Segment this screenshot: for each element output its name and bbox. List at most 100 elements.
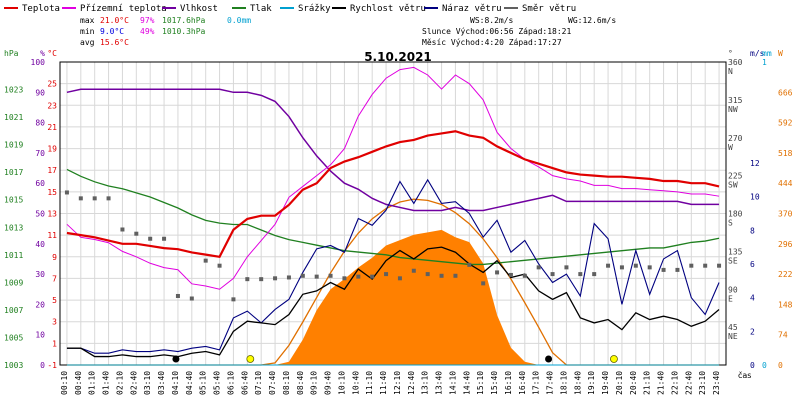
x-tick-label: 06:40: [240, 371, 249, 395]
wind-direction-point: [175, 293, 180, 298]
stat-max-hum: 97%: [140, 16, 155, 25]
tick-deg: 315: [728, 96, 743, 105]
tick-dir-deg: E: [728, 294, 733, 303]
x-tick-label: 08:10: [282, 371, 291, 395]
tick-dir-deg: SW: [728, 181, 738, 190]
wind-direction-point: [106, 196, 111, 201]
x-tick-label: 18:40: [573, 371, 582, 395]
legend-label: Srážky: [298, 4, 331, 14]
tick-hpa: 1023: [4, 86, 23, 95]
wind-direction-point: [259, 277, 264, 282]
x-tick-label: 03:40: [157, 371, 166, 395]
wind-direction-point: [495, 270, 500, 275]
wind-direction-point: [411, 268, 416, 273]
tick-w: 222: [778, 270, 793, 279]
wind-direction-point: [64, 190, 69, 195]
moonset-marker-icon: [545, 355, 553, 363]
tick-c: 5: [52, 296, 57, 305]
tick-mm: 1: [762, 58, 767, 67]
tick-hpa: 1011: [4, 251, 23, 260]
stat-sun: Slunce Východ:06:56 Západ:18:21: [422, 27, 571, 36]
tick-pct: 50: [35, 210, 45, 219]
tick-dir-deg: N: [728, 67, 733, 76]
wind-direction-point: [231, 297, 236, 302]
x-tick-label: 07:10: [254, 371, 263, 395]
wind-direction-point: [189, 296, 194, 301]
tick-hpa: 1015: [4, 196, 23, 205]
stat-moon: Měsíc Východ:4:20 Západ:17:27: [422, 38, 562, 47]
wind-direction-point: [522, 273, 527, 278]
x-tick-label: 23:40: [712, 371, 721, 395]
tick-hpa: 1007: [4, 306, 23, 315]
stat-min-temp: 9.0°C: [100, 27, 124, 36]
x-tick-label: 18:10: [559, 371, 568, 395]
tick-c: 25: [47, 80, 57, 89]
moonrise-marker-icon: [172, 355, 180, 363]
tick-ms: 2: [750, 327, 755, 336]
tick-c: 23: [47, 101, 57, 110]
x-tick-label: 00:40: [74, 371, 83, 395]
x-tick-label: 16:40: [518, 371, 527, 395]
stat-max-press: 1017.6hPa: [162, 16, 206, 25]
tick-ms: 6: [750, 260, 755, 269]
x-tick-label: 01:10: [88, 371, 97, 395]
wind-direction-point: [536, 265, 541, 270]
tick-c: 17: [47, 166, 57, 175]
wind-direction-point: [148, 236, 153, 241]
tick-dir-deg: NE: [728, 332, 738, 341]
tick-c: 21: [47, 123, 57, 132]
x-tick-label: 22:40: [684, 371, 693, 395]
x-tick-label: 02:10: [115, 371, 124, 395]
wind-direction-point: [92, 196, 97, 201]
wind-direction-point: [286, 275, 291, 280]
tick-pct: 20: [35, 300, 45, 309]
axis-label-deg: °: [728, 49, 733, 58]
x-tick-label: 16:10: [504, 371, 513, 395]
axis-label-mm: mm: [762, 49, 772, 58]
x-tick-label: 14:40: [462, 371, 471, 395]
x-tick-label: 05:40: [213, 371, 222, 395]
x-tick-label: 15:40: [490, 371, 499, 395]
tick-w: 296: [778, 240, 793, 249]
tick-w: 518: [778, 149, 793, 158]
stat-min-press: 1010.3hPa: [162, 27, 206, 36]
series-lines: [66, 66, 720, 366]
x-tick-label: 07:40: [268, 371, 277, 395]
wind-direction-point: [314, 274, 319, 279]
x-tick-label: 02:40: [129, 371, 138, 395]
tick-deg: 45: [728, 323, 738, 332]
series-teplota: [66, 130, 720, 258]
x-tick-label: 10:40: [351, 371, 360, 395]
tick-c: 13: [47, 210, 57, 219]
wind-direction-point: [481, 281, 486, 286]
tick-w: 444: [778, 179, 793, 188]
legend-label: Náraz větru: [442, 4, 502, 14]
x-tick-label: 20:40: [629, 371, 638, 395]
tick-pct: 10: [35, 331, 45, 340]
x-axis-label: čas: [738, 370, 751, 380]
wind-direction-point: [162, 236, 167, 241]
wind-direction-point: [342, 276, 347, 281]
chart-title: 5.10.2021: [364, 50, 432, 64]
wind-direction-point: [564, 265, 569, 270]
tick-c: 3: [52, 318, 57, 327]
tick-ms: 0: [750, 361, 755, 370]
wind-direction-point: [384, 272, 389, 277]
tick-hpa: 1003: [4, 361, 23, 370]
tick-deg: 135: [728, 247, 743, 256]
wind-direction-point: [619, 265, 624, 270]
x-tick-label: 06:10: [226, 371, 235, 395]
tick-w: 148: [778, 300, 793, 309]
tick-ms: 10: [750, 193, 760, 202]
legend: Teplota Přízemní teplota Vlhkost Tlak Srážky…: [4, 4, 576, 14]
wind-direction-point: [120, 227, 125, 232]
x-tick-label: 12:40: [407, 371, 416, 395]
wind-direction-point: [397, 276, 402, 281]
x-tick-label: 12:10: [393, 371, 402, 395]
x-tick-label: 22:10: [670, 371, 679, 395]
x-tick-label: 03:10: [143, 371, 152, 395]
wind-direction-point: [633, 263, 638, 268]
wind-direction-point: [675, 267, 680, 272]
x-tick-label: 14:10: [448, 371, 457, 395]
wind-direction-point: [689, 263, 694, 268]
